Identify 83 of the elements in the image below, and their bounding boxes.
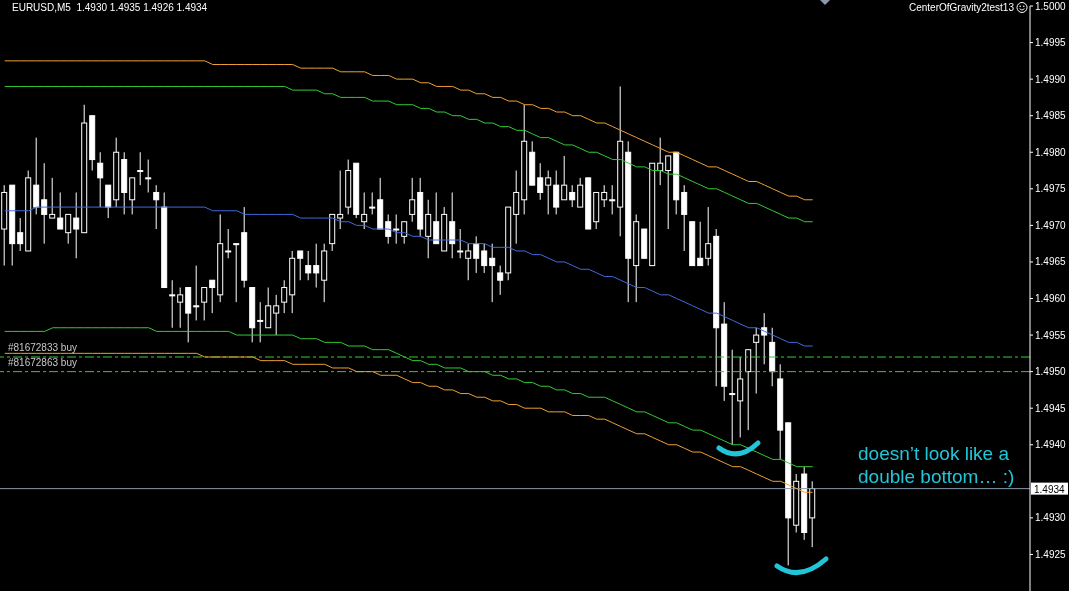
candlestick — [153, 184, 160, 230]
text: CenterOfGravity2test13 — [908, 2, 1015, 13]
line-series — [4, 60, 814, 201]
candlestick — [337, 170, 344, 230]
y-tick-label: 1.4980 — [1035, 146, 1067, 158]
y-tick-label: 1.4955 — [1035, 329, 1067, 341]
candlestick — [737, 356, 744, 438]
candlestick — [177, 287, 184, 329]
y-tick-label: 1.5000 — [1035, 0, 1067, 12]
candlestick — [425, 199, 432, 259]
candlestick — [545, 170, 552, 215]
candlestick — [281, 279, 288, 314]
candlestick — [705, 206, 712, 267]
candlestick — [481, 243, 488, 274]
candlestick — [57, 191, 64, 230]
candlestick — [537, 162, 544, 201]
candlestick — [761, 312, 768, 365]
y-tick-label: 1.4950 — [1035, 366, 1067, 378]
candlestick — [569, 184, 576, 208]
candlestick — [729, 349, 736, 446]
candlestick — [97, 151, 104, 208]
y-tick-label: 1.4995 — [1035, 37, 1067, 49]
candlestick — [201, 287, 208, 321]
candlestick — [513, 170, 520, 245]
candlestick — [193, 265, 200, 321]
candlestick — [313, 243, 320, 289]
candlestick — [209, 279, 216, 314]
candlestick — [257, 301, 264, 343]
candlestick — [681, 184, 688, 252]
ref-line-label: #81672863 buy — [8, 356, 77, 368]
candlestick — [697, 221, 704, 267]
candlestick — [489, 243, 496, 303]
ref-line-label: #81672833 buy — [8, 342, 77, 353]
candlestick — [609, 184, 616, 215]
candlestick — [137, 151, 144, 186]
y-tick-label: 1.4965 — [1035, 256, 1067, 268]
candlestick — [753, 327, 760, 395]
candlestick — [361, 191, 368, 230]
candlestick — [665, 155, 672, 230]
candlestick — [465, 243, 472, 281]
candlestick — [105, 184, 112, 219]
candlestick — [225, 228, 232, 259]
candlestick — [457, 228, 464, 259]
y-tick-label: 1.4990 — [1035, 73, 1067, 85]
candlestick — [497, 265, 504, 296]
candlestick — [393, 213, 400, 245]
candlestick — [145, 159, 152, 193]
candlestick — [49, 177, 56, 219]
y-tick-label: 1.4930 — [1035, 512, 1067, 524]
candlestick — [369, 191, 376, 215]
y-tick-label: 1.4970 — [1035, 219, 1067, 231]
candlestick — [601, 184, 608, 208]
candlestick — [305, 250, 312, 281]
y-tick-label: 1.4960 — [1035, 293, 1067, 305]
candlestick — [33, 137, 40, 215]
candlestick — [233, 243, 240, 303]
y-tick-label: 1.4985 — [1035, 110, 1067, 122]
y-tick-label: 1.4925 — [1035, 548, 1067, 560]
y-tick-label: 1.4940 — [1035, 439, 1067, 451]
candlestick — [17, 217, 24, 252]
ref-line-label: 1.4934 — [1034, 483, 1066, 495]
candlestick — [65, 213, 72, 245]
candlestick — [577, 177, 584, 208]
candlestick — [73, 191, 80, 259]
candlestick — [745, 349, 752, 431]
candlestick — [561, 155, 568, 201]
candlestick — [449, 191, 456, 259]
candlestick — [169, 279, 176, 329]
line-series — [4, 85, 814, 223]
candlestick — [385, 213, 392, 245]
candlestick — [41, 162, 48, 245]
candlestick — [273, 294, 280, 336]
candlestick — [553, 170, 560, 215]
candlestick — [473, 235, 480, 274]
candlestick — [297, 250, 304, 281]
candlestick — [265, 287, 272, 329]
candlestick — [129, 177, 136, 215]
chart-title: EURUSD,M5 1.4930 1.4935 1.4926 1.4934 — [12, 2, 208, 13]
y-tick-label: 1.4945 — [1035, 402, 1067, 414]
text: doesn’t look like a double bottom… :) — [858, 443, 1015, 487]
candlestick — [433, 191, 440, 245]
y-tick-label: 1.4975 — [1035, 183, 1067, 195]
candlestick — [409, 177, 416, 223]
